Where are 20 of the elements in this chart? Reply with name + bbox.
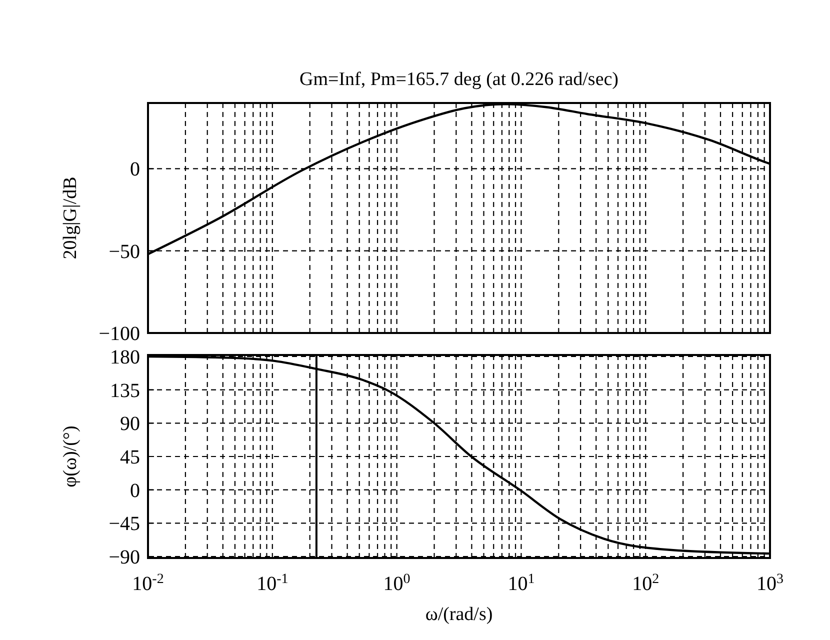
x-axis-title: ω/(rad/s) bbox=[425, 604, 493, 625]
x-tick-label: 10$^{-2}$ bbox=[132, 572, 164, 595]
y-tick-label: −45 bbox=[108, 513, 140, 536]
y-axis-title: φ(ω)/(°) bbox=[60, 426, 81, 488]
y-tick-label: −90 bbox=[108, 546, 140, 569]
y-tick-label: 0 bbox=[130, 158, 140, 181]
y-tick-label: 90 bbox=[120, 413, 140, 436]
y-tick-label: 0 bbox=[130, 480, 140, 502]
x-tick-label: 10$^{2}$ bbox=[632, 572, 660, 595]
x-tick-label: 10$^{-1}$ bbox=[256, 572, 288, 595]
x-tick-label: 10$^{3}$ bbox=[756, 572, 784, 595]
chart-title: Gm=Inf, Pm=165.7 deg (at 0.226 rad/sec) bbox=[299, 69, 619, 90]
y-tick-label: −50 bbox=[108, 240, 140, 263]
y-tick-label: 135 bbox=[110, 380, 140, 402]
x-tick-label: 10$^{1}$ bbox=[508, 572, 535, 595]
y-axis-title: 20lg|G|/dB bbox=[60, 176, 81, 260]
y-tick-label: 45 bbox=[120, 446, 140, 468]
x-tick-label: 10$^{0}$ bbox=[383, 572, 410, 595]
y-tick-label: 180 bbox=[110, 346, 140, 368]
y-tick-label: −100 bbox=[98, 323, 140, 345]
